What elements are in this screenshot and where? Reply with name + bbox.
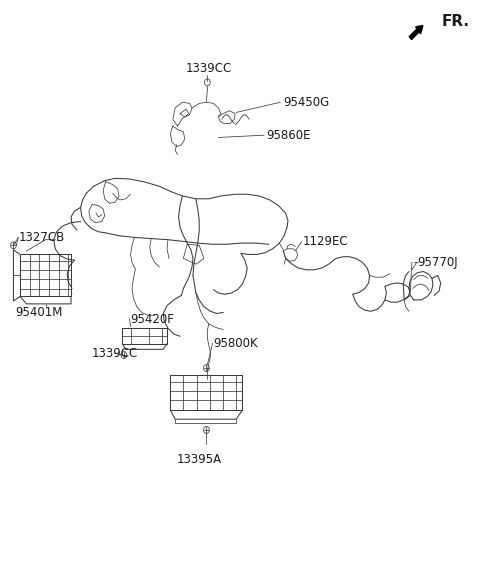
- FancyArrow shape: [409, 26, 423, 40]
- Text: 95450G: 95450G: [283, 96, 329, 108]
- Text: 95401M: 95401M: [16, 306, 63, 319]
- Text: 95800K: 95800K: [214, 337, 258, 349]
- Text: 1339CC: 1339CC: [91, 347, 137, 360]
- Text: 95860E: 95860E: [266, 129, 311, 141]
- Text: FR.: FR.: [442, 14, 469, 28]
- Text: 13395A: 13395A: [177, 453, 222, 466]
- Text: 1339CC: 1339CC: [186, 62, 232, 75]
- Text: 1327CB: 1327CB: [18, 231, 64, 244]
- Text: 95420F: 95420F: [131, 313, 174, 325]
- Text: 1129EC: 1129EC: [302, 236, 348, 248]
- Text: 95770J: 95770J: [418, 256, 458, 269]
